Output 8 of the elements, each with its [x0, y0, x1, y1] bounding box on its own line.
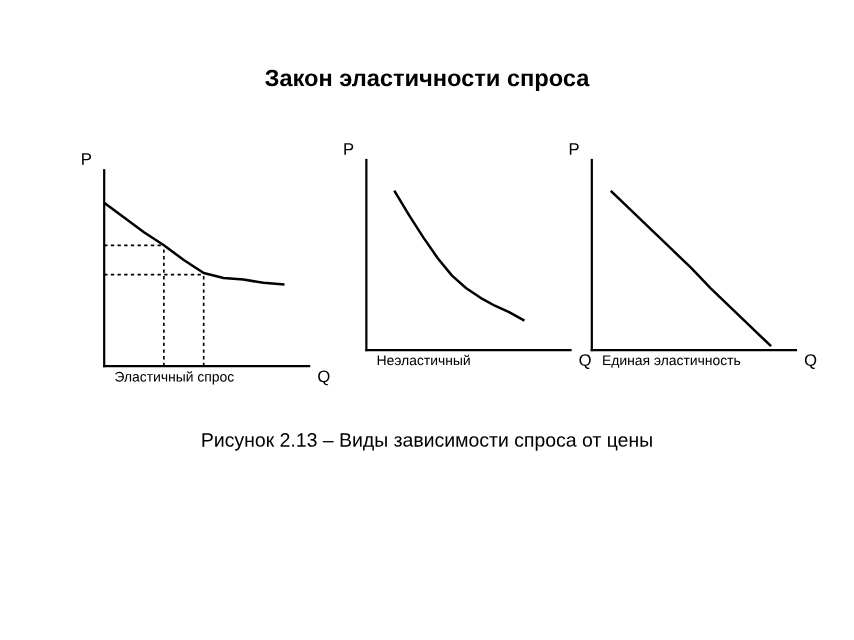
text: Рисунок 2.13 – Виды зависимости спроса от цены	[202, 433, 652, 451]
y-axis-title: P	[569, 143, 579, 155]
text: Закон эластичности спроса	[265, 69, 590, 92]
y-axis-title: P	[82, 153, 92, 165]
x-axis-title: Q	[318, 370, 330, 386]
x-axis-title: Q	[579, 354, 591, 369]
y-axis-title: P	[344, 143, 354, 155]
x-axis-title: Q	[804, 354, 817, 369]
